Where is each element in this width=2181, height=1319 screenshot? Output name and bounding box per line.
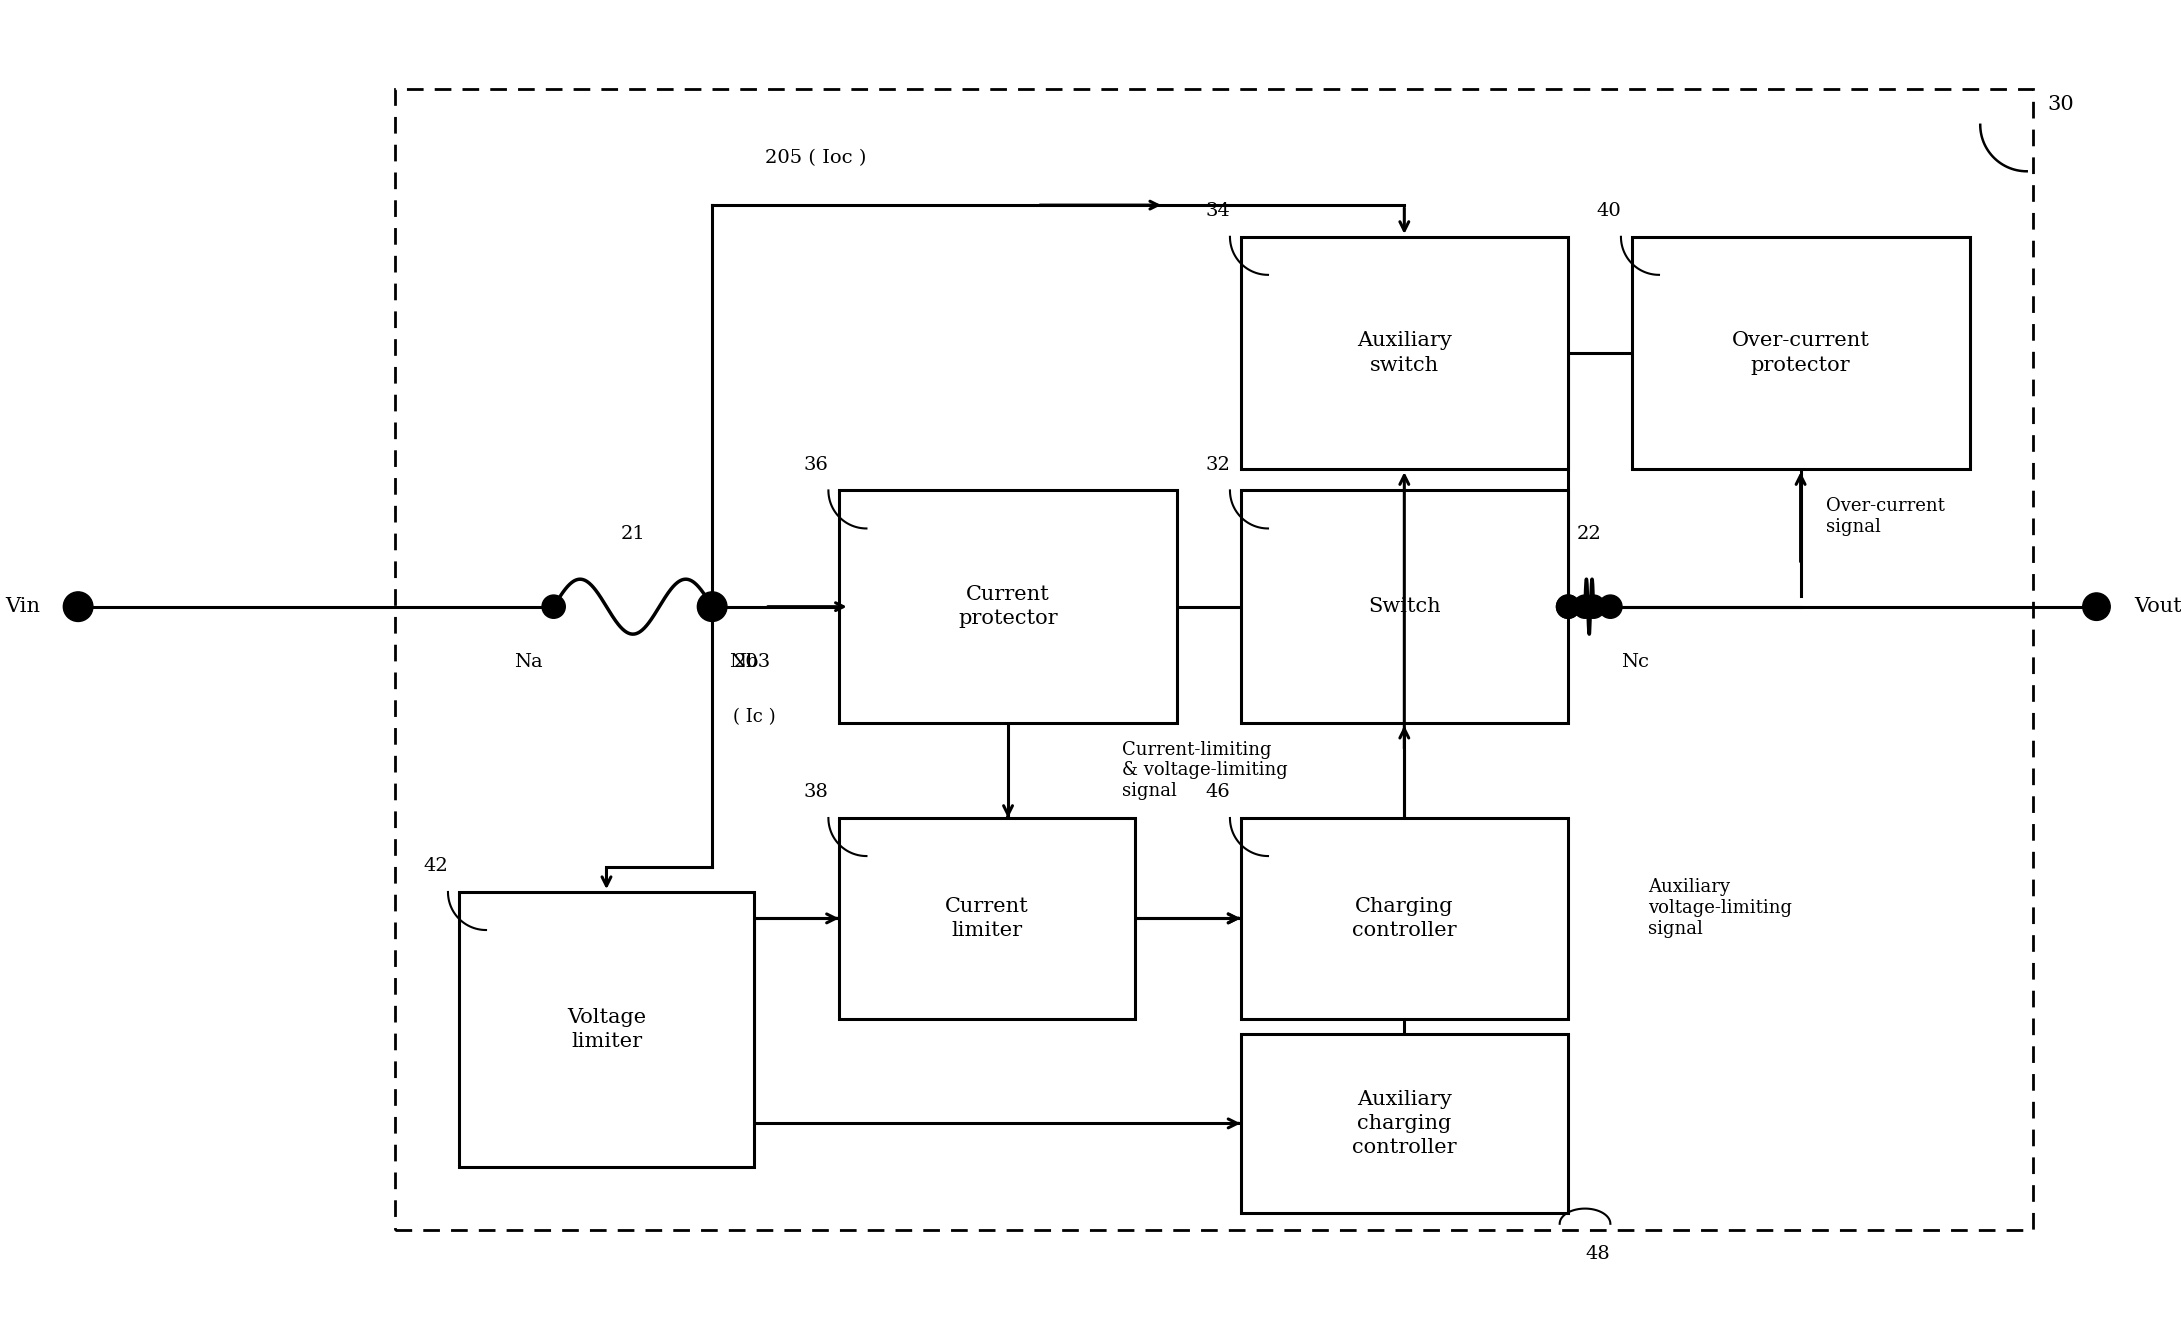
Text: 46: 46 [1206, 783, 1230, 801]
Text: 22: 22 [1577, 525, 1601, 543]
Text: 34: 34 [1206, 202, 1230, 220]
Circle shape [700, 594, 724, 620]
Bar [1241, 237, 1568, 470]
Text: Over-current
signal: Over-current signal [1825, 497, 1945, 537]
Text: 30: 30 [2048, 95, 2074, 115]
Text: Switch: Switch [1367, 598, 1442, 616]
Text: ( Ic ): ( Ic ) [733, 708, 776, 727]
Circle shape [2083, 594, 2111, 620]
Circle shape [63, 592, 94, 621]
Text: 32: 32 [1206, 455, 1230, 474]
Text: 40: 40 [1596, 202, 1620, 220]
Text: Vout: Vout [2135, 598, 2181, 616]
Circle shape [1557, 595, 1579, 619]
Circle shape [1573, 595, 1596, 619]
Text: Current
protector: Current protector [957, 586, 1058, 628]
Circle shape [1557, 595, 1579, 619]
Text: 36: 36 [803, 455, 829, 474]
Bar [1631, 237, 1969, 470]
Circle shape [698, 592, 726, 621]
Text: 205 ( Ioc ): 205 ( Ioc ) [766, 149, 866, 168]
Text: Current-limiting
& voltage-limiting
signal: Current-limiting & voltage-limiting sign… [1123, 741, 1289, 801]
Text: Voltage
limiter: Voltage limiter [567, 1008, 646, 1051]
Circle shape [1599, 595, 1623, 619]
Bar [395, 88, 2033, 1231]
Text: 42: 42 [423, 857, 447, 874]
Bar [1241, 818, 1568, 1018]
Text: 38: 38 [803, 783, 829, 801]
Text: Nb: Nb [728, 653, 759, 671]
Text: Nc: Nc [1620, 653, 1649, 671]
Bar [840, 818, 1134, 1018]
Text: Charging
controller: Charging controller [1352, 897, 1457, 940]
Bar [458, 892, 755, 1167]
Text: 48: 48 [1586, 1245, 1610, 1262]
Text: Vin: Vin [4, 598, 39, 616]
Text: Current
limiter: Current limiter [944, 897, 1029, 940]
Text: Auxiliary
charging
controller: Auxiliary charging controller [1352, 1089, 1457, 1157]
Circle shape [543, 595, 565, 619]
Text: 21: 21 [622, 525, 646, 543]
Bar [1241, 491, 1568, 723]
Bar [1241, 1034, 1568, 1213]
Text: Auxiliary
switch: Auxiliary switch [1357, 331, 1453, 375]
Text: Over-current
protector: Over-current protector [1732, 331, 1869, 375]
Bar [840, 491, 1178, 723]
Circle shape [1581, 595, 1605, 619]
Circle shape [700, 594, 724, 620]
Text: Auxiliary
voltage-limiting
signal: Auxiliary voltage-limiting signal [1649, 878, 1793, 938]
Text: Na: Na [515, 653, 543, 671]
Circle shape [700, 594, 724, 620]
Text: 203: 203 [733, 653, 770, 671]
